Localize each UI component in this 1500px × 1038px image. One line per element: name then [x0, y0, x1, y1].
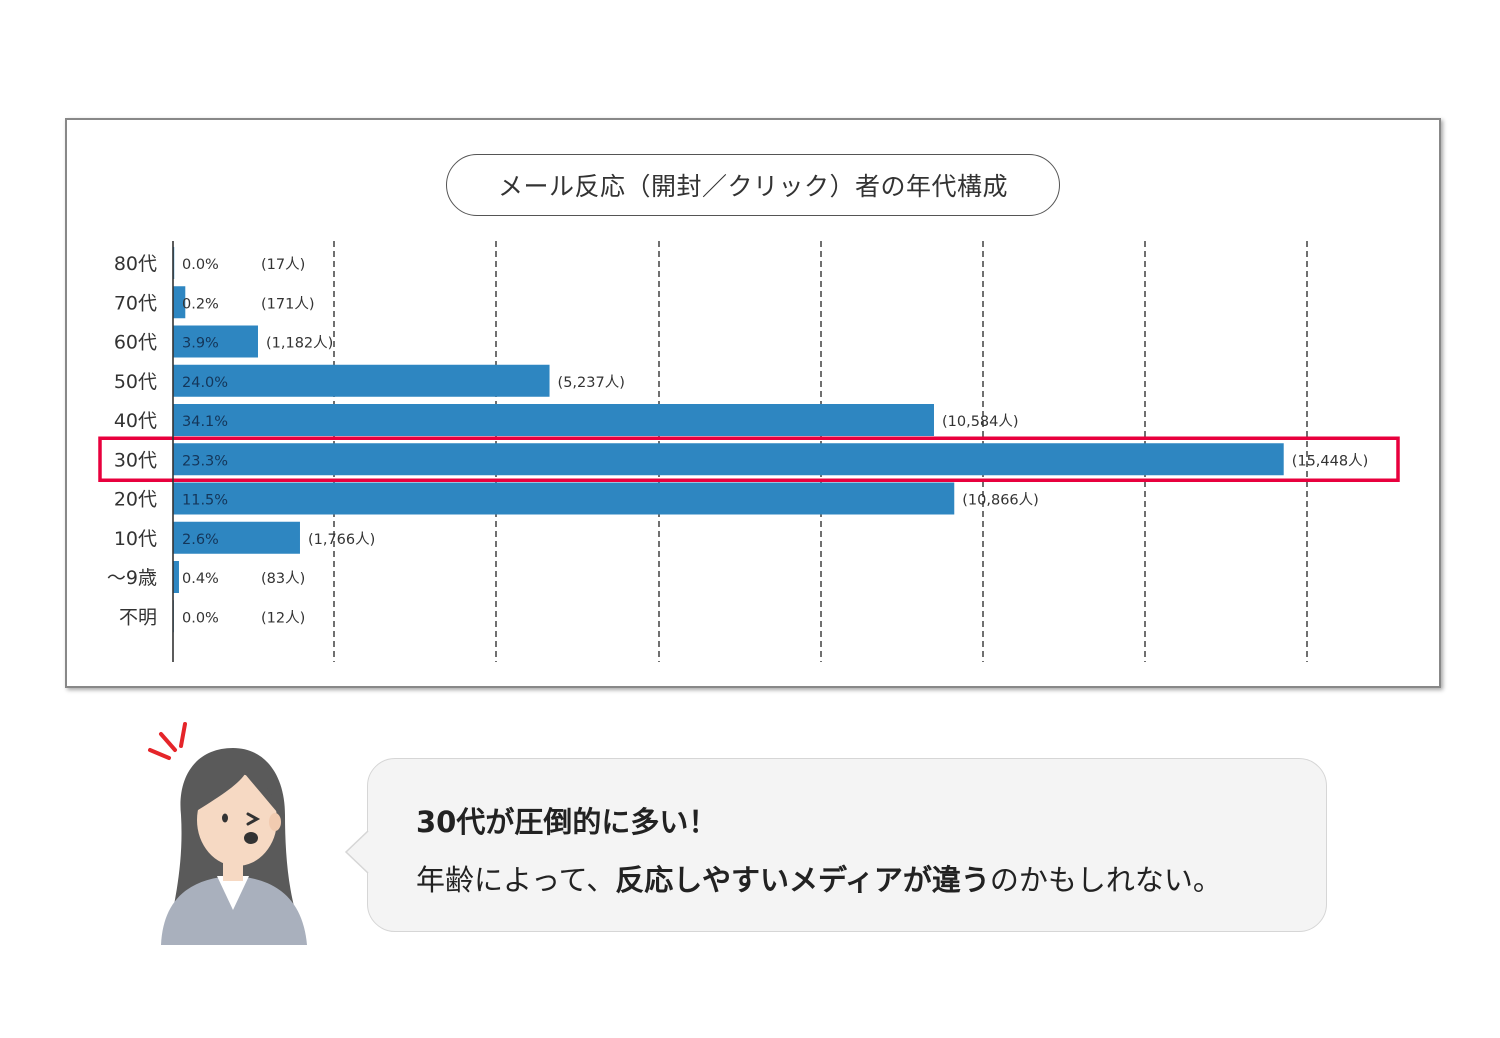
count-label: (17人) [261, 256, 305, 273]
category-label: 70代 [114, 292, 157, 314]
comment-body-emphasis: 反応しやすいメディアが違う [615, 863, 990, 897]
chart-title: メール反応（開封／クリック）者の年代構成 [446, 154, 1060, 216]
percent-label: 24.0% [182, 375, 228, 391]
count-label: (10,584人) [942, 413, 1019, 430]
bar [173, 404, 934, 436]
count-label: (1,766人) [308, 531, 375, 548]
bar [173, 364, 550, 397]
percent-label: 0.0% [182, 257, 219, 273]
category-label: 60代 [114, 332, 157, 354]
percent-label: 0.2% [182, 296, 219, 312]
bar [173, 482, 955, 515]
comment-body: 年齢によって、反応しやすいメディアが違うのかもしれない。 [416, 857, 1222, 899]
percent-label: 2.6% [182, 532, 219, 548]
count-label: (1,182人) [266, 335, 333, 352]
percent-label: 0.4% [182, 571, 219, 587]
category-label: 40代 [114, 410, 157, 432]
count-label: (10,866人) [962, 492, 1039, 509]
category-label: 〜9歳 [107, 567, 157, 589]
count-label: (12人) [261, 609, 305, 626]
percent-label: 34.1% [182, 414, 228, 430]
count-label: (15,448人) [1292, 452, 1369, 469]
chart-panel: 80代 0.0% (17人) 70代 0.2% (171人) 60代 3.9% (1,182人)… [65, 118, 1441, 688]
bar [173, 325, 258, 358]
category-label: 30代 [114, 449, 157, 471]
comment-body-part1: 年齢によって、 [416, 863, 616, 897]
category-label: 20代 [114, 489, 157, 511]
count-label: (83人) [261, 570, 305, 587]
percent-label: 11.5% [182, 493, 228, 509]
bar [173, 521, 300, 554]
speech-bubble-tail [344, 830, 369, 874]
percent-label: 23.3% [182, 453, 228, 469]
comment-body-part2: のかもしれない。 [989, 863, 1222, 897]
bar [173, 286, 186, 319]
count-label: (5,237人) [558, 374, 625, 391]
bar-chart: 80代 0.0% (17人) 70代 0.2% (171人) 60代 3.9% (1,182人)… [98, 241, 1400, 662]
percent-label: 0.0% [182, 610, 219, 626]
comment-headline: 30代が圧倒的に多い！ [416, 805, 718, 839]
category-label: 80代 [114, 253, 157, 275]
count-label: (171人) [261, 295, 315, 312]
category-label: 10代 [114, 528, 157, 550]
bar [173, 443, 1284, 476]
speech-bubble: 30代が圧倒的に多い！ 年齢によって、反応しやすいメディアが違うのかもしれない。 [367, 758, 1327, 932]
category-label: 不明 [119, 606, 157, 628]
percent-label: 3.9% [182, 336, 219, 352]
highlight-box [98, 436, 1400, 482]
surprised-woman-illustration [148, 722, 307, 945]
category-label: 50代 [114, 371, 157, 393]
bar [173, 561, 179, 593]
surprise-lines-icon [148, 722, 187, 760]
